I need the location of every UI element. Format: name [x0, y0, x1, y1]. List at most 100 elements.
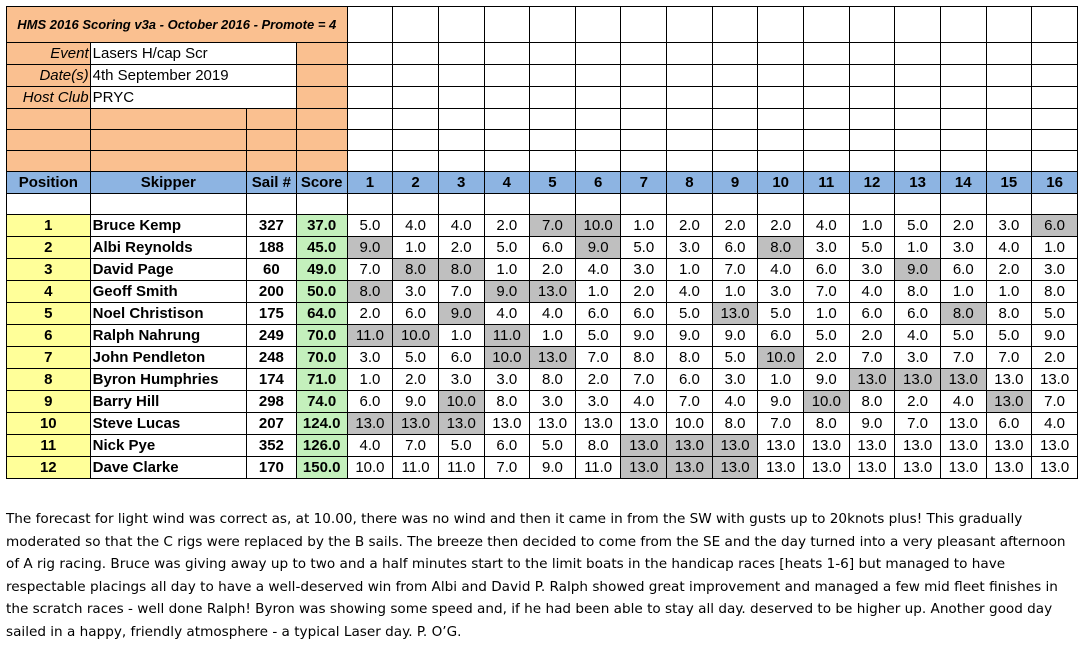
empty-cell	[711, 108, 759, 130]
race-result: 1.0	[666, 258, 713, 281]
empty-cell	[437, 150, 485, 172]
sail-header: Sail #	[246, 171, 297, 194]
discarded-race-result: 11.0	[346, 324, 394, 347]
race-result: 1.0	[757, 368, 804, 391]
race-result: 7.0	[620, 368, 668, 391]
race-result: 2.0	[392, 368, 439, 391]
position-cell: 10	[6, 412, 91, 435]
header-spacer	[295, 86, 348, 109]
sail-number-cell: 188	[246, 236, 297, 259]
race-result: 2.0	[848, 324, 896, 347]
empty-cell	[848, 42, 896, 65]
empty-cell	[757, 193, 804, 215]
race-result: 1.0	[437, 324, 485, 347]
empty-cell	[985, 193, 1033, 215]
race-result: 5.0	[346, 214, 394, 237]
empty-cell	[1031, 6, 1078, 43]
race-result: 8.0	[1031, 280, 1078, 303]
race-result: 6.0	[574, 302, 622, 325]
race-result: 6.0	[483, 434, 531, 457]
empty-cell	[985, 64, 1033, 87]
empty-cell	[529, 150, 576, 172]
race-result: 8.0	[985, 302, 1033, 325]
position-cell: 6	[6, 324, 91, 347]
race-result: 3.0	[574, 390, 622, 413]
empty-cell	[757, 150, 804, 172]
race-result: 8.0	[574, 434, 622, 457]
sail-number-cell: 170	[246, 456, 297, 479]
result-row: 6 Ralph Nahrung 249 70.0 11.0 10.0 1.0 11.0 1.0 5…	[6, 324, 1078, 347]
race-result: 9.0	[620, 324, 668, 347]
empty-cell	[529, 193, 576, 215]
race-result: 5.0	[803, 324, 850, 347]
race-result: 4.0	[848, 280, 896, 303]
race-result: 13.0	[848, 434, 896, 457]
race-result: 3.0	[392, 280, 439, 303]
discarded-race-result: 10.0	[437, 390, 485, 413]
race-result: 2.0	[803, 346, 850, 369]
discarded-race-result: 10.0	[803, 390, 850, 413]
empty-cell	[620, 6, 668, 43]
race-result: 13.0	[757, 456, 804, 479]
empty-cell	[483, 42, 531, 65]
race-result: 9.0	[711, 324, 759, 347]
score-cell: 71.0	[295, 368, 348, 391]
position-cell: 9	[6, 390, 91, 413]
race-result: 3.0	[483, 368, 531, 391]
empty-cell	[848, 129, 896, 151]
race-result: 13.0	[1031, 456, 1078, 479]
empty-cell	[483, 108, 531, 130]
empty-cell	[894, 64, 941, 87]
position-cell: 1	[6, 214, 91, 237]
empty-cell	[620, 86, 668, 109]
race-result: 4.0	[483, 302, 531, 325]
empty-cell	[574, 6, 622, 43]
empty-cell	[483, 193, 531, 215]
race-result: 6.0	[346, 390, 394, 413]
skipper-cell: Barry Hill	[89, 390, 248, 413]
race-result: 4.0	[529, 302, 576, 325]
sail-number-cell: 207	[246, 412, 297, 435]
position-cell: 4	[6, 280, 91, 303]
race-result: 3.0	[529, 390, 576, 413]
discarded-race-result: 13.0	[711, 434, 759, 457]
empty-cell	[529, 108, 576, 130]
race-result: 4.0	[346, 434, 394, 457]
race-header-1: 1	[346, 171, 394, 194]
race-result: 9.0	[757, 390, 804, 413]
race-result: 13.0	[939, 456, 987, 479]
discarded-race-result: 13.0	[711, 456, 759, 479]
empty-cell	[483, 86, 531, 109]
race-result: 13.0	[985, 456, 1033, 479]
race-result: 5.0	[711, 346, 759, 369]
discarded-race-result: 13.0	[894, 368, 941, 391]
empty-cell	[939, 6, 987, 43]
date-label: Date(s)	[6, 64, 91, 87]
race-result: 4.0	[620, 390, 668, 413]
race-result: 8.0	[666, 346, 713, 369]
race-result: 4.0	[894, 324, 941, 347]
empty-cell	[985, 6, 1033, 43]
race-result: 3.0	[1031, 258, 1078, 281]
score-cell: 49.0	[295, 258, 348, 281]
race-result: 6.0	[848, 302, 896, 325]
empty-cell	[803, 129, 850, 151]
header-spacer	[295, 42, 348, 65]
empty-cell	[711, 42, 759, 65]
race-result: 3.0	[711, 368, 759, 391]
sail-number-cell: 352	[246, 434, 297, 457]
empty-cell	[666, 129, 713, 151]
race-result: 6.0	[392, 302, 439, 325]
discarded-race-result: 8.0	[346, 280, 394, 303]
discarded-race-result: 13.0	[437, 412, 485, 435]
score-cell: 70.0	[295, 324, 348, 347]
empty-cell	[483, 150, 531, 172]
skipper-cell: Ralph Nahrung	[89, 324, 248, 347]
discarded-race-result: 13.0	[529, 280, 576, 303]
sail-number-cell: 174	[246, 368, 297, 391]
discarded-race-result: 8.0	[437, 258, 485, 281]
race-result: 4.0	[437, 214, 485, 237]
race-result: 1.0	[1031, 236, 1078, 259]
sail-number-cell: 248	[246, 346, 297, 369]
